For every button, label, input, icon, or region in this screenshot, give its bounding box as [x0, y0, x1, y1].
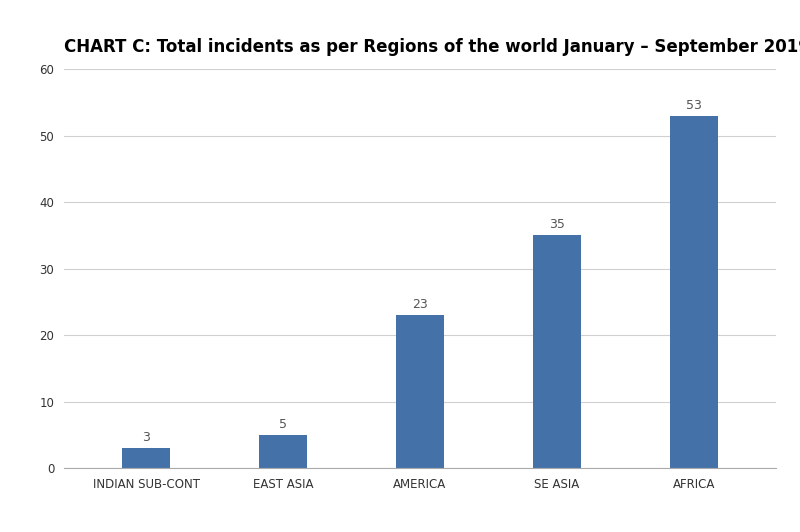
Text: 35: 35 [549, 219, 565, 231]
Bar [259, 435, 307, 468]
Bar [396, 315, 444, 468]
Bar [122, 448, 170, 468]
Text: 3: 3 [142, 431, 150, 444]
Text: 53: 53 [686, 99, 702, 112]
Text: CHART C: Total incidents as per Regions of the world January – September 2019: CHART C: Total incidents as per Regions … [64, 38, 800, 56]
Bar [533, 236, 581, 468]
Text: 5: 5 [279, 418, 287, 431]
Text: 23: 23 [412, 298, 428, 311]
Bar [670, 116, 718, 468]
